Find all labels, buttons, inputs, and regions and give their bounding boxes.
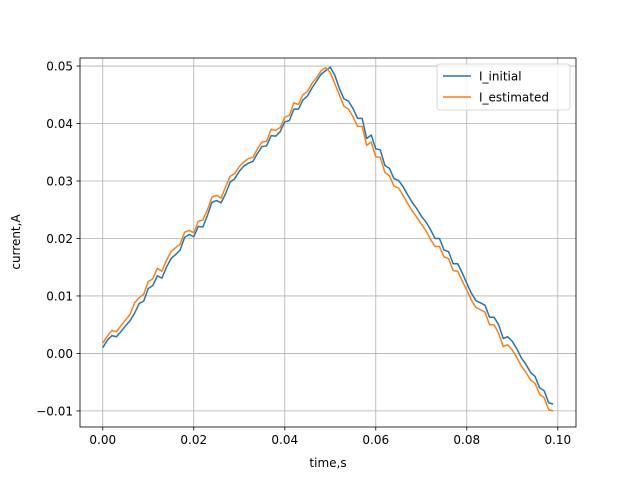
y-tick-label: −0.01 <box>36 404 73 418</box>
x-axis-label: time,s <box>309 456 346 470</box>
x-tick-label: 0.00 <box>89 433 116 447</box>
grid <box>80 58 576 427</box>
y-axis-label: current,A <box>9 214 23 270</box>
legend-label: I_initial <box>479 70 522 84</box>
series-line-i-estimated <box>102 67 554 412</box>
y-tick-label: 0.01 <box>46 289 73 303</box>
series-line-i-initial <box>102 66 554 405</box>
y-tick-label: 0.04 <box>46 117 73 131</box>
x-tick-label: 0.10 <box>544 433 571 447</box>
legend-label: I_estimated <box>479 91 549 105</box>
axis-ticks: 0.00 0.02 0.04 0.06 0.08 0.10 −0.01 0.00 0.01 0.0… <box>36 60 571 447</box>
series-lines <box>102 66 554 412</box>
plot-frame <box>79 57 577 428</box>
legend: I_initial I_estimated <box>436 63 571 111</box>
x-tick-label: 0.08 <box>453 433 480 447</box>
y-tick-label: 0.02 <box>46 232 73 246</box>
x-tick-label: 0.04 <box>271 433 298 447</box>
y-tick-label: 0.05 <box>46 60 73 74</box>
x-tick-label: 0.06 <box>362 433 389 447</box>
y-tick-label: 0.00 <box>46 347 73 361</box>
x-tick-label: 0.02 <box>180 433 207 447</box>
y-tick-label: 0.03 <box>46 175 73 189</box>
